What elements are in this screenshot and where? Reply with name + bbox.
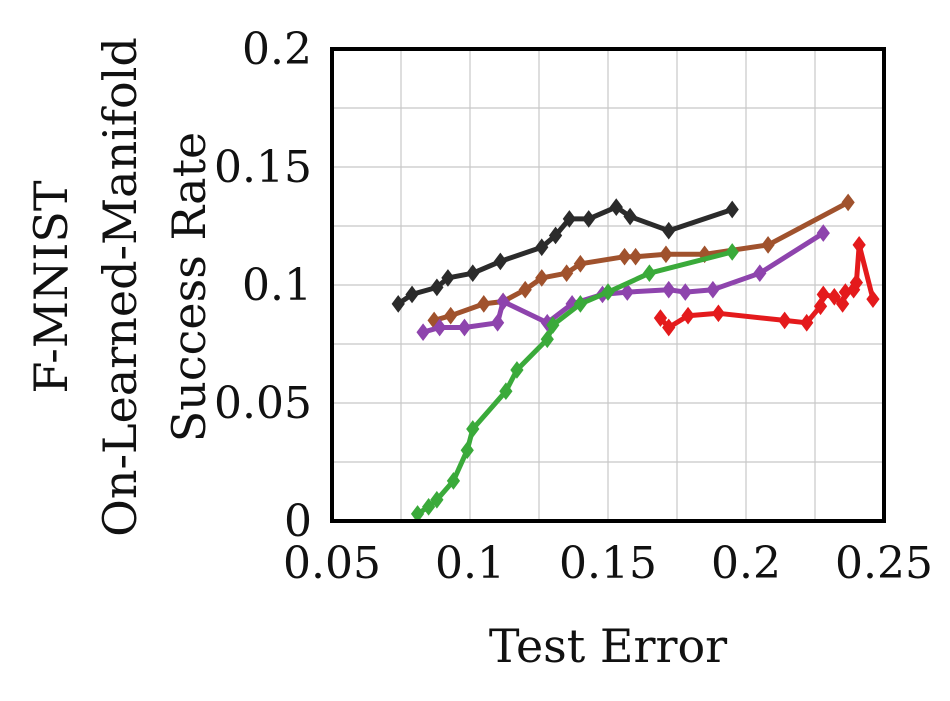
data-point-marker	[510, 361, 524, 379]
data-point-marker	[841, 193, 855, 212]
y-tick-label: 0	[284, 496, 312, 547]
data-point-marker	[601, 283, 615, 301]
x-tick-label: 0.2	[711, 538, 781, 589]
data-point-marker	[617, 247, 632, 266]
data-point-marker	[416, 323, 430, 342]
y-tick-label: 0.2	[242, 24, 312, 75]
x-tick-label: 0.25	[835, 538, 933, 589]
data-point-marker	[662, 221, 676, 240]
data-point-marker	[493, 252, 507, 271]
data-point-marker	[662, 280, 676, 299]
data-point-marker	[540, 330, 554, 349]
data-point-marker	[753, 264, 767, 283]
y-axis-ticks: 0 0.05 0.1 0.15 0.2	[214, 24, 312, 547]
series-2	[427, 193, 855, 330]
data-point-marker	[852, 236, 866, 254]
y-tick-label: 0.05	[214, 378, 312, 429]
data-point-marker	[761, 236, 775, 254]
data-point-marker	[405, 285, 419, 304]
y-tick-label: 0.15	[214, 142, 312, 193]
data-point-marker	[446, 472, 461, 490]
x-tick-label: 0.15	[559, 538, 657, 589]
x-axis-title: Test Error	[489, 619, 727, 673]
data-point-marker	[477, 295, 491, 313]
data-point-marker	[433, 318, 447, 337]
data-point-marker	[444, 306, 458, 325]
plot-frame	[330, 47, 886, 523]
series-layer	[391, 193, 880, 523]
data-point-marker	[496, 292, 510, 311]
data-point-marker	[678, 283, 692, 301]
data-point-marker	[430, 490, 444, 509]
data-point-marker	[711, 304, 726, 323]
data-point-marker	[562, 210, 576, 228]
data-point-marker	[725, 200, 739, 219]
data-point-marker	[623, 207, 637, 226]
data-point-marker	[827, 287, 841, 306]
data-point-marker	[653, 309, 668, 327]
data-point-marker	[535, 238, 549, 257]
y-axis-title-line-1: F-MNIST	[24, 180, 78, 393]
data-point-marker	[866, 290, 880, 308]
data-point-marker	[816, 224, 830, 242]
series-4	[410, 243, 739, 523]
data-point-marker	[573, 254, 588, 273]
data-point-marker	[778, 311, 792, 330]
data-point-marker	[849, 273, 864, 292]
data-point-marker	[706, 280, 720, 299]
data-point-marker	[499, 382, 513, 401]
y-axis-title-line-2: On-Learned-Manifold	[93, 37, 147, 537]
data-point-marker	[391, 295, 405, 313]
data-point-marker	[548, 226, 563, 245]
data-point-marker	[457, 318, 472, 337]
x-tick-label: 0.05	[283, 538, 381, 589]
data-point-marker	[620, 283, 634, 301]
series-5	[653, 236, 880, 337]
x-tick-label: 0.1	[435, 538, 505, 589]
data-point-marker	[490, 313, 505, 332]
data-point-marker	[466, 420, 480, 438]
data-point-marker	[662, 318, 676, 337]
data-point-marker	[466, 264, 480, 283]
data-point-marker	[659, 245, 673, 264]
data-point-marker	[582, 210, 596, 228]
data-point-marker	[421, 498, 436, 516]
data-point-marker	[535, 269, 549, 287]
data-point-marker	[816, 285, 830, 304]
data-point-marker	[518, 280, 532, 299]
data-point-marker	[441, 269, 455, 287]
series-1	[391, 198, 739, 313]
data-point-marker	[725, 243, 739, 261]
data-point-marker	[800, 313, 814, 332]
data-point-marker	[430, 278, 444, 297]
data-point-marker	[559, 264, 574, 283]
y-axis-title-line-3: Success Rate	[162, 132, 216, 443]
data-point-marker	[681, 306, 695, 325]
data-point-marker	[642, 264, 657, 283]
data-point-marker	[609, 198, 623, 216]
x-axis-ticks: 0.05 0.1 0.15 0.2 0.25	[283, 538, 933, 589]
data-point-marker	[573, 295, 588, 313]
data-point-marker	[546, 316, 560, 334]
data-point-marker	[460, 441, 474, 460]
data-point-marker	[628, 247, 643, 266]
y-tick-label: 0.1	[242, 260, 312, 311]
